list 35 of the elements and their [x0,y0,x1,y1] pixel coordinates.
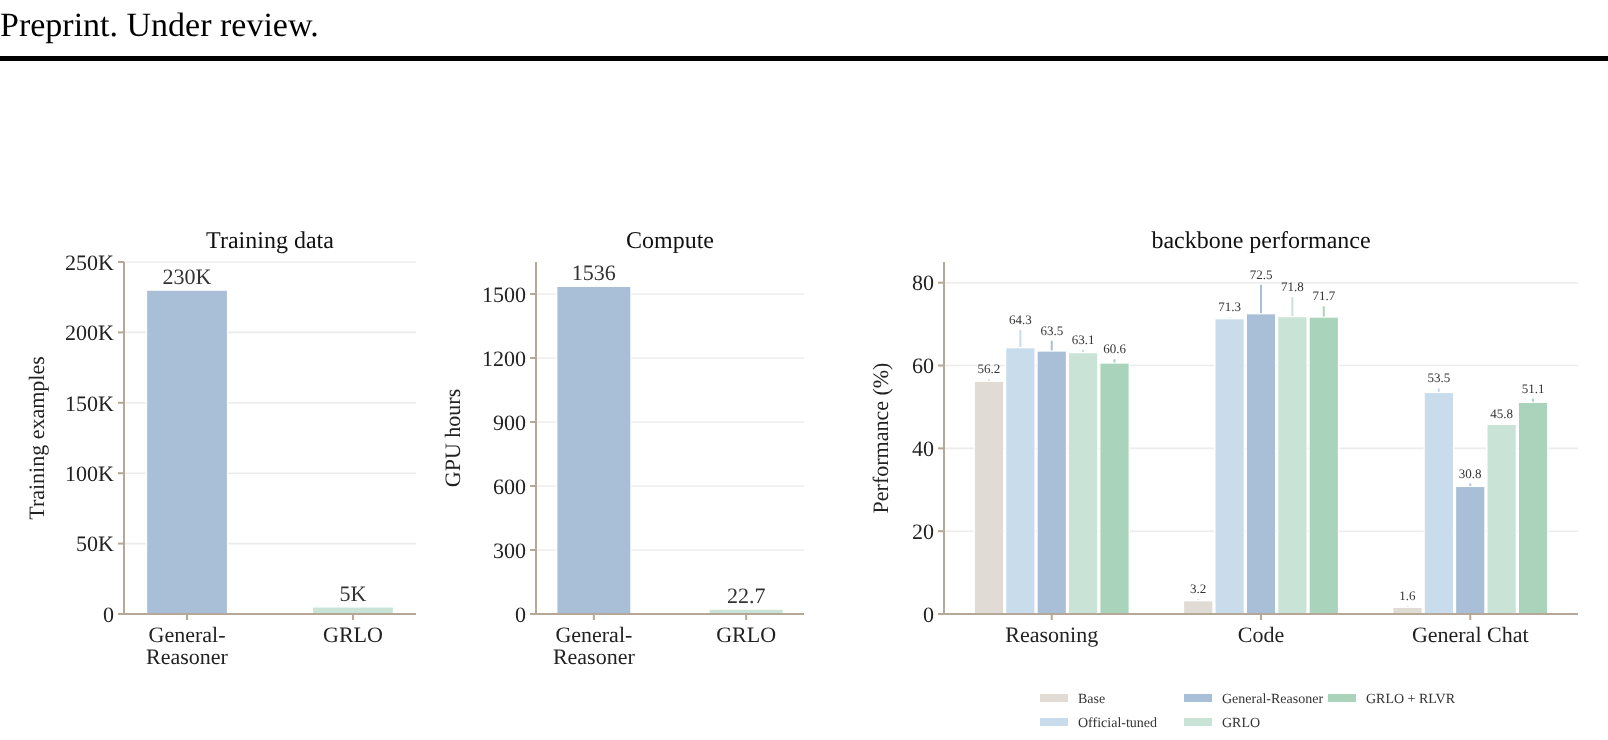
y-tick-label: 200K [65,322,115,347]
y-tick-label: 1200 [482,347,527,372]
y-tick-label: 150K [65,392,115,417]
data-label: 22.7 [726,585,767,610]
chart-title: backbone performance [1151,226,1371,254]
y-tick-label: 60 [912,355,935,380]
y-tick-label: 80 [912,272,935,297]
y-axis-title: GPU hours [442,388,466,488]
y-tick-label: 600 [493,475,527,500]
x-tick-label: General Chat [1411,624,1529,648]
y-tick-label: 20 [912,520,935,545]
x-tick-label: GRLO [323,624,383,648]
x-tick-label: General-Reasoner [146,624,229,670]
y-tick-label: 100K [65,462,115,487]
y-tick-label: 250K [65,251,115,276]
data-label: 230K [162,266,212,291]
data-label: 5K [339,582,367,607]
y-tick-label: 0 [103,603,115,628]
x-tick-label: General-Reasoner [552,624,636,670]
y-tick-label: 50K [76,533,115,558]
data-label: 1536 [571,262,617,287]
y-tick-label: 900 [493,411,527,436]
text: Preprint. Under review. [0,6,319,44]
y-tick-label: 0 [515,603,527,628]
x-tick-label: Code [1237,624,1285,648]
x-tick-label: Reasoning [1005,624,1100,648]
y-axis-title: Performance (%) [870,361,894,514]
x-tick-label: GRLO [716,624,777,648]
y-axis-title: Training examples [26,356,50,520]
y-tick-label: 300 [493,539,527,564]
chart-title: Training data [206,226,336,254]
chart-title: Compute [626,226,714,254]
y-tick-label: 1500 [482,283,527,308]
y-tick-label: 0 [923,603,935,628]
y-tick-label: 40 [912,438,935,463]
